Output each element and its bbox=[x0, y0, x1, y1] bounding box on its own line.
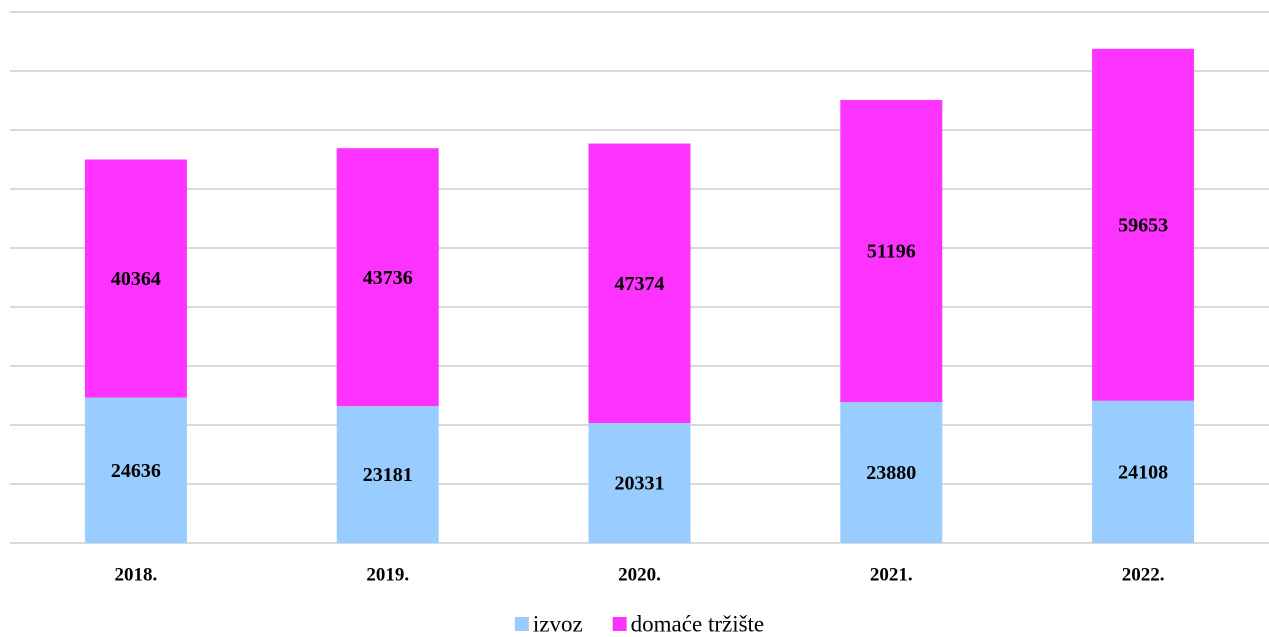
bar-segment bbox=[1092, 400, 1195, 543]
data-label: 40364 bbox=[111, 268, 161, 290]
bar-segment bbox=[840, 402, 943, 543]
data-label: 59653 bbox=[1118, 214, 1168, 236]
bar-segment bbox=[588, 423, 691, 543]
data-label: 23880 bbox=[866, 462, 916, 484]
x-tick-label: 2018. bbox=[115, 564, 158, 585]
bar-segment bbox=[84, 159, 187, 398]
bar-segment bbox=[336, 148, 439, 407]
x-tick-label: 2020. bbox=[618, 564, 661, 585]
bar-segment bbox=[336, 406, 439, 543]
data-label: 47374 bbox=[615, 273, 665, 295]
legend-label: domaće tržište bbox=[631, 611, 764, 636]
bar-segment bbox=[84, 397, 187, 543]
legend-swatch bbox=[612, 617, 627, 631]
data-label: 23181 bbox=[363, 464, 413, 486]
x-tick-label: 2019. bbox=[366, 564, 409, 585]
x-tick-label: 2022. bbox=[1122, 564, 1165, 585]
data-label: 51196 bbox=[867, 241, 916, 263]
bar-segment bbox=[588, 143, 691, 424]
legend: izvoz domaće tržište bbox=[514, 611, 764, 636]
bar-segment bbox=[1092, 48, 1195, 401]
legend-swatch bbox=[514, 617, 529, 631]
bar-segment bbox=[840, 100, 943, 403]
data-label: 24636 bbox=[111, 460, 161, 482]
x-tick-label: 2021. bbox=[870, 564, 913, 585]
legend-label: izvoz bbox=[533, 611, 583, 636]
data-label: 43736 bbox=[363, 267, 413, 289]
data-label: 20331 bbox=[615, 473, 665, 495]
data-label: 24108 bbox=[1118, 461, 1168, 483]
